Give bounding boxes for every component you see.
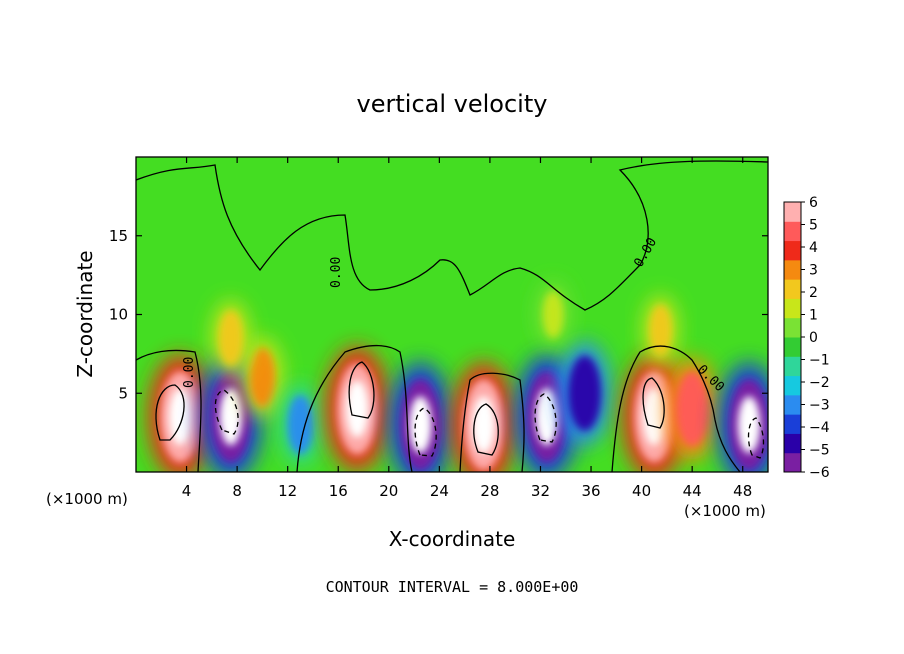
velocity-cell-peak <box>168 388 192 446</box>
colorbar-swatch <box>784 317 801 338</box>
y-tick-label: 5 <box>118 384 128 402</box>
colorbar-tick-label: −2 <box>809 375 830 391</box>
x-unit-label-right: (×1000 m) <box>684 502 766 520</box>
colorbar-tick-label: 0 <box>809 330 818 346</box>
x-tick-label: 32 <box>531 482 550 500</box>
x-unit-label-left: (×1000 m) <box>46 490 128 508</box>
x-tick-label: 44 <box>683 482 702 500</box>
x-tick-label: 20 <box>379 482 398 500</box>
colorbar: 6 5 4 3 2 1 0 −1 −2 −3 −4 −5 −6 <box>783 195 830 481</box>
colorbar-swatch <box>784 298 801 319</box>
velocity-cell-core <box>568 355 602 431</box>
velocity-cell-core <box>649 304 672 356</box>
colorbar-swatch <box>784 375 801 396</box>
inner-contour-1 <box>155 384 185 441</box>
colorbar-swatch <box>784 202 801 222</box>
colorbar-tick-label: 4 <box>809 240 818 256</box>
colorbar-tick-label: −6 <box>809 465 830 481</box>
dashed-contour-4 <box>747 417 765 459</box>
colorbar-swatch <box>784 279 801 299</box>
contour-label: 0.00 <box>182 357 197 388</box>
contour-lines <box>136 160 768 472</box>
y-tick-label: 15 <box>109 227 128 245</box>
contour-label: 0.00 <box>329 257 344 288</box>
colorbar-swatch <box>784 259 801 280</box>
dashed-contour-2 <box>414 407 437 457</box>
y-axis-ticks: 5 10 15 <box>109 227 768 402</box>
velocity-cell-core <box>218 310 243 366</box>
colorbar-tick-label: −3 <box>809 398 830 414</box>
zero-contour-upper <box>136 160 768 311</box>
inner-contour-2 <box>348 361 375 419</box>
velocity-cell-peak <box>737 396 761 454</box>
colorbar-swatch <box>784 394 801 415</box>
colorbar-swatch <box>784 452 801 473</box>
colorbar-swatch <box>784 433 801 454</box>
x-tick-label: 48 <box>733 482 752 500</box>
colorbar-tick-label: 1 <box>809 308 818 324</box>
x-tick-label: 24 <box>430 482 449 500</box>
y-axis-label: Z-coordinate <box>73 250 97 377</box>
velocity-cell-core <box>675 371 709 447</box>
velocity-cell-core <box>542 290 564 339</box>
x-tick-label: 36 <box>581 482 600 500</box>
x-tick-label: 40 <box>632 482 651 500</box>
zero-contour-lower <box>136 344 741 472</box>
colorbar-tick-label: −4 <box>809 420 830 436</box>
colorbar-swatch <box>784 356 801 377</box>
colorbar-swatch <box>784 221 801 242</box>
velocity-cell-core <box>249 347 276 408</box>
x-tick-label: 12 <box>278 482 297 500</box>
inner-contour-4 <box>642 377 665 429</box>
velocity-cell-peak <box>642 388 666 446</box>
colorbar-swatch <box>784 337 801 357</box>
velocity-cell-core <box>287 395 314 455</box>
x-axis-label: X-coordinate <box>389 527 516 551</box>
x-tick-label: 28 <box>480 482 499 500</box>
x-tick-label: 4 <box>182 482 192 500</box>
colorbar-tick-label: 3 <box>809 263 818 279</box>
dashed-contour-1 <box>214 389 239 435</box>
colorbar-swatch <box>784 240 801 261</box>
velocity-cell-peak <box>345 380 369 438</box>
x-tick-label: 8 <box>232 482 242 500</box>
velocity-cell-peak <box>535 388 559 446</box>
x-axis-ticks: 4 8 12 16 20 24 28 32 36 40 44 48 <box>182 157 752 500</box>
colorbar-tick-label: 6 <box>809 195 818 211</box>
colorbar-tick-label: 5 <box>809 218 818 234</box>
velocity-cell-peak <box>409 396 432 454</box>
colorbar-tick-label: 2 <box>809 285 818 301</box>
colorbar-swatch <box>784 414 801 434</box>
contour-interval-note: CONTOUR INTERVAL = 8.000E+00 <box>326 578 579 596</box>
plot-area <box>136 157 768 472</box>
dashed-contour-3 <box>534 393 557 443</box>
inner-contour-3 <box>473 403 499 456</box>
y-tick-label: 10 <box>109 306 128 324</box>
x-tick-label: 16 <box>329 482 348 500</box>
colorbar-tick-label: −1 <box>809 353 830 369</box>
colorbar-tick-label: −5 <box>809 443 830 459</box>
chart-title: vertical velocity <box>357 90 548 118</box>
